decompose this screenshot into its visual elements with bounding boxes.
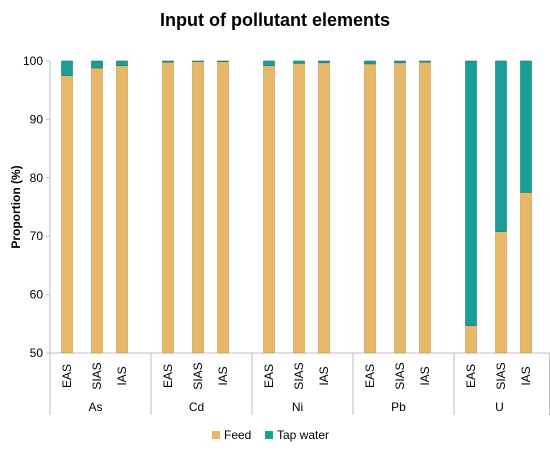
bar-feed <box>465 325 477 354</box>
y-tick-label: 60 <box>30 288 44 302</box>
x-tick-label: IAS <box>216 366 230 385</box>
bar-feed <box>116 65 128 354</box>
bar-tap-water <box>61 60 73 76</box>
bar-feed <box>192 61 204 354</box>
x-tick-label: IAS <box>115 366 129 385</box>
bar-feed <box>91 67 103 354</box>
x-tick-label: SIAS <box>494 362 508 389</box>
bar-feed <box>419 61 431 354</box>
group-label: Cd <box>189 400 204 414</box>
legend-swatch <box>265 431 273 439</box>
x-tick-label: EAS <box>363 364 377 388</box>
x-labels: EAS SIAS IAS As EAS SIAS IAS Cd EAS SIAS IAS Ni EAS S… <box>60 362 533 414</box>
bar-feed <box>162 61 174 354</box>
x-tick-label: SIAS <box>292 362 306 389</box>
bar-tap-water <box>192 60 204 62</box>
bar-tap-water <box>293 60 305 64</box>
y-tick-label: 70 <box>30 229 44 243</box>
bar-feed <box>61 75 73 354</box>
group-label: Ni <box>292 400 303 414</box>
y-tick-label: 50 <box>30 346 44 360</box>
bar-tap-water <box>116 60 128 66</box>
bar-feed <box>293 63 305 354</box>
legend-swatch <box>212 431 220 439</box>
y-tick-label: 80 <box>30 171 44 185</box>
bar-feed <box>318 62 330 354</box>
bar-feed <box>217 61 229 354</box>
x-tick-label: IAS <box>317 366 331 385</box>
bar-feed <box>520 192 532 354</box>
bar-tap-water <box>162 60 174 63</box>
x-tick-label: EAS <box>60 364 74 388</box>
legend: Feed Tap water <box>212 428 329 442</box>
chart-title: Input of pollutant elements <box>160 10 390 30</box>
bars <box>61 60 532 354</box>
x-tick-label: EAS <box>161 364 175 388</box>
bar-feed <box>394 62 406 354</box>
group-label: Pb <box>391 400 406 414</box>
x-tick-label: SIAS <box>90 362 104 389</box>
legend-label: Tap water <box>277 428 329 442</box>
y-axis-label: Proportion (%) <box>9 165 23 248</box>
bar-tap-water <box>495 60 507 232</box>
bar-tap-water <box>91 60 103 69</box>
bar-tap-water <box>394 60 406 64</box>
x-tick-label: EAS <box>262 364 276 388</box>
x-tick-label: IAS <box>519 366 533 385</box>
bar-tap-water <box>364 60 376 65</box>
bar-feed <box>495 231 507 354</box>
x-tick-label: IAS <box>418 366 432 385</box>
y-tick-label: 100 <box>23 54 43 68</box>
bar-feed <box>364 63 376 354</box>
x-tick-label: SIAS <box>393 362 407 389</box>
x-tick-label: SIAS <box>191 362 205 389</box>
bar-tap-water <box>318 60 330 64</box>
group-label: As <box>88 400 102 414</box>
x-tick-label: EAS <box>464 364 478 388</box>
bar-tap-water <box>520 60 532 193</box>
y-tick-label: 90 <box>30 112 44 126</box>
legend-label: Feed <box>224 428 251 442</box>
bar-tap-water <box>465 60 477 326</box>
bar-tap-water <box>263 60 275 66</box>
group-label: U <box>495 400 504 414</box>
bar-tap-water <box>419 60 431 63</box>
bar-tap-water <box>217 60 229 62</box>
bar-feed <box>263 65 275 354</box>
